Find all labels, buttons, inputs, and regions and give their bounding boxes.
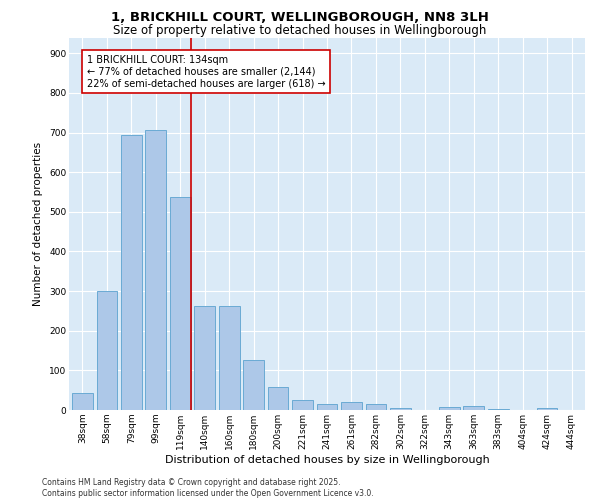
Bar (72, 393, 93, 410)
Bar (97, 291, 117, 410)
X-axis label: Distribution of detached houses by size in Wellingborough: Distribution of detached houses by size … (164, 454, 490, 464)
Bar (243, 360, 264, 410)
Bar (317, 404, 337, 410)
Bar (341, 402, 362, 410)
Bar (268, 388, 289, 410)
Text: Size of property relative to detached houses in Wellingborough: Size of property relative to detached ho… (113, 24, 487, 37)
Bar (121, 136, 142, 410)
Bar (292, 400, 313, 410)
Bar (219, 306, 239, 410)
Text: Contains HM Land Registry data © Crown copyright and database right 2025.
Contai: Contains HM Land Registry data © Crown c… (42, 478, 374, 498)
Bar (390, 408, 411, 410)
Bar (537, 408, 557, 410)
Bar (439, 407, 460, 410)
Y-axis label: Number of detached properties: Number of detached properties (34, 142, 43, 306)
Bar (145, 130, 166, 410)
Bar (365, 404, 386, 410)
Bar (463, 406, 484, 410)
Bar (488, 409, 509, 410)
Text: 1, BRICKHILL COURT, WELLINGBOROUGH, NN8 3LH: 1, BRICKHILL COURT, WELLINGBOROUGH, NN8 … (111, 11, 489, 24)
Bar (170, 197, 191, 410)
Bar (194, 306, 215, 410)
Text: 1 BRICKHILL COURT: 134sqm
← 77% of detached houses are smaller (2,144)
22% of se: 1 BRICKHILL COURT: 134sqm ← 77% of detac… (87, 56, 325, 88)
